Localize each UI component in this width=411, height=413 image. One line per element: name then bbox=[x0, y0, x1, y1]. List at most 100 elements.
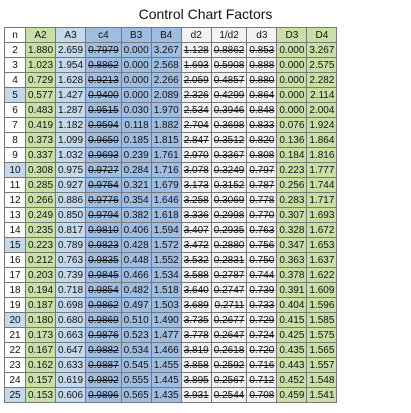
table-row: 11 0.285 0.927 0.9754 0.321 1.679 3.173 0.3152 0… bbox=[4, 177, 338, 193]
table-cell: 0.850 bbox=[55, 207, 87, 223]
table-cell: 1.182 bbox=[55, 117, 87, 133]
table-cell: 2.089 bbox=[150, 87, 182, 103]
table-cell: 0.378 bbox=[276, 267, 308, 283]
table-cell: 0.000 bbox=[276, 72, 308, 88]
table-cell: 1.693 bbox=[306, 207, 338, 223]
table-cell: 3.778 bbox=[180, 327, 212, 343]
table-cell: 0.9876 bbox=[85, 327, 122, 343]
factor-table: n A2 A3 c4 B3 B4 d2 1/d2 d3 D3 D4 2 1.880 2.659 0.7979… bbox=[4, 27, 338, 403]
table-cell: 0.173 bbox=[24, 327, 57, 343]
table-cell: 0.739 bbox=[55, 267, 87, 283]
table-cell: 3.472 bbox=[180, 237, 212, 253]
table-cell: 0.223 bbox=[24, 237, 57, 253]
table-row: 8 0.373 1.099 0.9650 0.185 1.815 2.847 0.3512 0.… bbox=[4, 132, 338, 148]
table-cell: 0.9400 bbox=[85, 87, 122, 103]
table-cell: 3.588 bbox=[180, 267, 212, 283]
table-cell: 0.256 bbox=[276, 177, 308, 193]
table-cell: 0.483 bbox=[24, 102, 57, 118]
table-cell: 0.118 bbox=[120, 117, 152, 133]
table-cell: 0.698 bbox=[55, 297, 87, 313]
table-row: 20 0.180 0.680 0.9869 0.510 1.490 3.735 0.2677 0… bbox=[4, 312, 338, 328]
table-cell: 1.880 bbox=[24, 42, 57, 58]
table-cell: 1.717 bbox=[306, 192, 338, 208]
table-cell: 2.266 bbox=[150, 72, 182, 88]
table-cell: A2 bbox=[24, 27, 57, 43]
table-cell: 0.718 bbox=[55, 282, 87, 298]
table-cell: 18 bbox=[4, 282, 26, 298]
table-cell: 0.756 bbox=[246, 237, 278, 253]
table-cell: 0.633 bbox=[55, 357, 87, 373]
table-row: 19 0.187 0.698 0.9862 0.497 1.503 3.689 0.2711 0… bbox=[4, 297, 338, 313]
table-cell: 3.895 bbox=[180, 372, 212, 388]
table-cell: 0.3367 bbox=[210, 147, 248, 163]
table-cell: 0.9594 bbox=[85, 117, 122, 133]
table-cell: 0.180 bbox=[24, 312, 57, 328]
table-cell: 1.653 bbox=[306, 237, 338, 253]
table-cell: 0.2677 bbox=[210, 312, 248, 328]
table-cell: 0.577 bbox=[24, 87, 57, 103]
table-cell: 0.2567 bbox=[210, 372, 248, 388]
table-cell: 0.2747 bbox=[210, 282, 248, 298]
table-cell: 0.459 bbox=[276, 387, 308, 403]
table-cell: 0.419 bbox=[24, 117, 57, 133]
table-cell: 0.927 bbox=[55, 177, 87, 193]
table-cell: 1.032 bbox=[55, 147, 87, 163]
table-cell: 3.407 bbox=[180, 222, 212, 238]
table-cell: 1.575 bbox=[306, 327, 338, 343]
table-cell: 16 bbox=[4, 252, 26, 268]
table-cell: 1/d2 bbox=[210, 27, 248, 43]
table-cell: 0.285 bbox=[24, 177, 57, 193]
table-cell: 0.744 bbox=[246, 267, 278, 283]
table-cell: 1.585 bbox=[306, 312, 338, 328]
table-cell: 1.503 bbox=[150, 297, 182, 313]
table-cell: 1.761 bbox=[150, 147, 182, 163]
table-cell: 0.000 bbox=[276, 42, 308, 58]
table-cell: 0.9854 bbox=[85, 282, 122, 298]
table-cell: 1.954 bbox=[55, 57, 87, 73]
table-cell: 2.970 bbox=[180, 147, 212, 163]
table-cell: 3.931 bbox=[180, 387, 212, 403]
table-cell: 0.9862 bbox=[85, 297, 122, 313]
table-cell: 0.8862 bbox=[210, 42, 248, 58]
table-cell: 1.477 bbox=[150, 327, 182, 343]
table-cell: 19 bbox=[4, 297, 26, 313]
table-cell: 1.099 bbox=[55, 132, 87, 148]
table-cell: 0.497 bbox=[120, 297, 152, 313]
table-cell: 14 bbox=[4, 222, 26, 238]
table-cell: 3.078 bbox=[180, 162, 212, 178]
table-cell: 0.712 bbox=[246, 372, 278, 388]
table-cell: 0.797 bbox=[246, 162, 278, 178]
table-cell: d2 bbox=[180, 27, 212, 43]
table-cell: 0.9794 bbox=[85, 207, 122, 223]
table-cell: 2.282 bbox=[306, 72, 338, 88]
table-cell: 0.000 bbox=[120, 87, 152, 103]
table-cell: 0.9213 bbox=[85, 72, 122, 88]
table-cell: 0.3512 bbox=[210, 132, 248, 148]
table-cell: 3.173 bbox=[180, 177, 212, 193]
table-cell: B3 bbox=[120, 27, 152, 43]
table-cell: 0.9810 bbox=[85, 222, 122, 238]
table-row: 12 0.266 0.886 0.9776 0.354 1.646 3.258 0.3069 0… bbox=[4, 192, 338, 208]
table-cell: 0.720 bbox=[246, 342, 278, 358]
table-cell: 0.2831 bbox=[210, 252, 248, 268]
table-cell: 0.9892 bbox=[85, 372, 122, 388]
table-cell: 3.819 bbox=[180, 342, 212, 358]
table-cell: 0.162 bbox=[24, 357, 57, 373]
table-cell: d3 bbox=[246, 27, 278, 43]
table-cell: 1.023 bbox=[24, 57, 57, 73]
table-cell: 3 bbox=[4, 57, 26, 73]
table-row: 3 1.023 1.954 0.8862 0.000 2.568 1.693 0.5908 0.… bbox=[4, 57, 338, 73]
table-cell: 2 bbox=[4, 42, 26, 58]
table-cell: 3.735 bbox=[180, 312, 212, 328]
table-cell: 7 bbox=[4, 117, 26, 133]
table-cell: 0.000 bbox=[120, 42, 152, 58]
table-cell: 1.466 bbox=[150, 342, 182, 358]
table-row: 15 0.223 0.789 0.9823 0.428 1.572 3.472 0.2880 0… bbox=[4, 237, 338, 253]
table-cell: 1.716 bbox=[150, 162, 182, 178]
table-cell: 1.548 bbox=[306, 372, 338, 388]
table-cell: 12 bbox=[4, 192, 26, 208]
table-cell: 0.770 bbox=[246, 207, 278, 223]
table-cell: 0.778 bbox=[246, 192, 278, 208]
table-row: 5 0.577 1.427 0.9400 0.000 2.089 2.326 0.4299 0.… bbox=[4, 87, 338, 103]
table-cell: 1.445 bbox=[150, 372, 182, 388]
